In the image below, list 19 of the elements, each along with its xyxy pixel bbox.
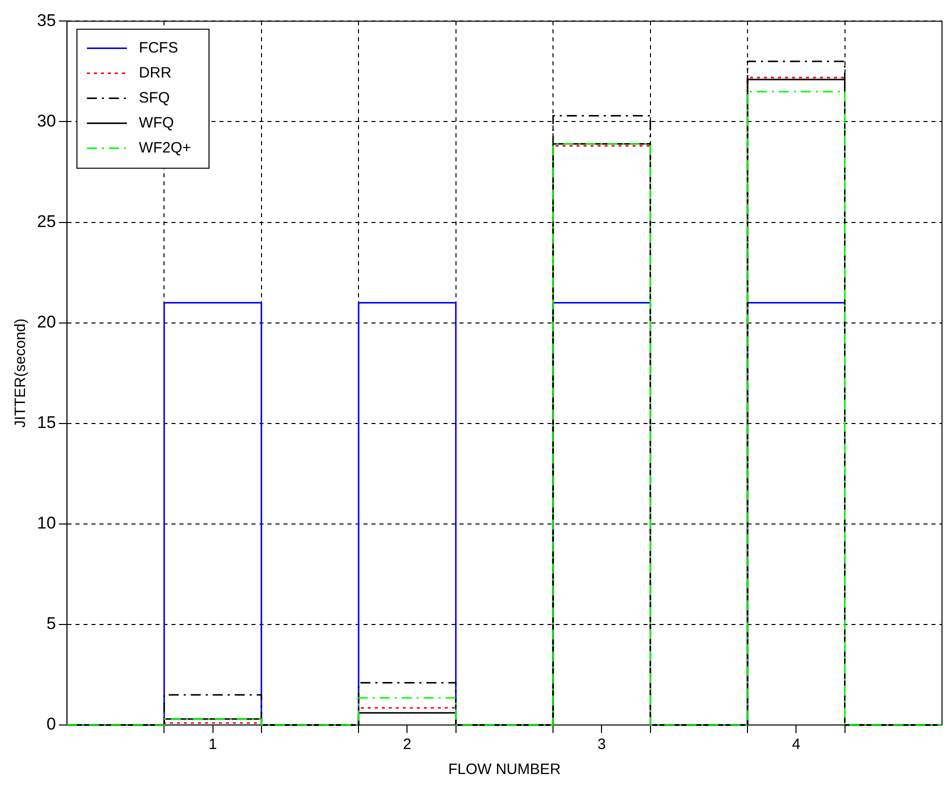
legend-label: FCFS	[138, 39, 178, 56]
y-tick-label: 30	[36, 111, 56, 130]
y-tick-label: 15	[36, 413, 56, 432]
legend-label: SFQ	[138, 89, 170, 106]
x-tick-label: 2	[403, 736, 412, 754]
y-axis-title: JITTER(second)	[12, 318, 30, 428]
y-tick-label: 20	[36, 312, 56, 332]
legend-label: WFQ	[138, 114, 174, 132]
y-tick-label: 5	[46, 614, 56, 634]
x-axis-title: FLOW NUMBER	[448, 761, 561, 778]
legend-label: DRR	[138, 64, 172, 82]
y-tick-label: 0	[46, 714, 56, 734]
legend-label: WF2Q+	[138, 139, 192, 156]
y-tick-label: 35	[36, 10, 56, 30]
x-tick-label: 4	[792, 736, 800, 754]
y-tick-label: 25	[36, 212, 56, 231]
x-tick-label: 1	[208, 736, 217, 754]
y-tick-label: 10	[36, 514, 56, 533]
x-tick-label: 3	[598, 736, 606, 754]
